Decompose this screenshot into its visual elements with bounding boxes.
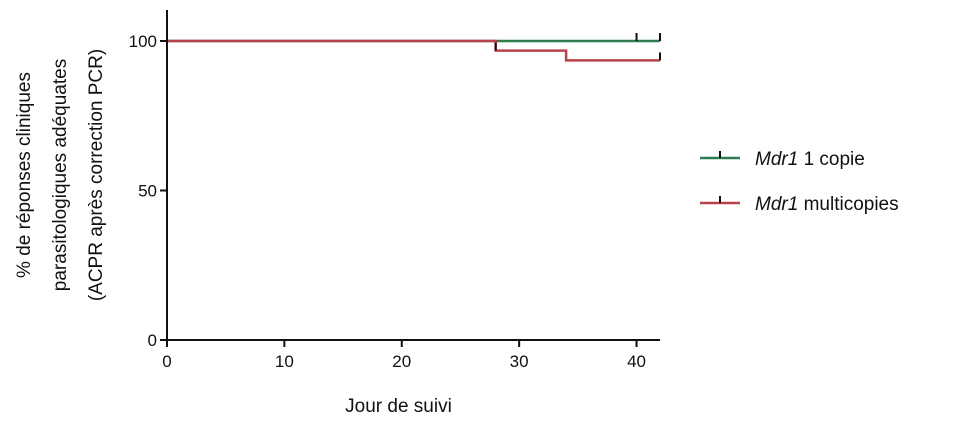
y-tick-label-0: 0 [148,331,157,350]
series-line-2 [167,39,660,62]
legend-label-2: Mdr1 multicopies [755,194,899,215]
x-axis-title: Jour de suivi [345,396,452,417]
y-axis-title-line-2: parasitologiques adéquates [50,59,71,291]
plot-area [167,33,661,62]
y-tick-label-50: 50 [138,182,157,201]
x-tick-label-40: 40 [627,352,646,371]
x-tick-label-10: 10 [275,352,294,371]
x-tick-label-0: 0 [162,352,171,371]
y-axis-title-line-3: (ACPR après correction PCR) [86,49,107,301]
legend-label-italic-2: Mdr1 [755,194,798,215]
legend-label-rest-2: multicopies [798,194,898,215]
legend-item-1: Mdr1 1 copie [700,149,865,170]
y-axis-title-line-1: % de réponses cliniques [14,72,35,278]
x-tick-label-30: 30 [510,352,529,371]
axes: 0 10 20 30 40 0 50 100 Jour de suivi % de réponse… [14,10,660,417]
x-tick-label-20: 20 [392,352,411,371]
legend-label-italic-1: Mdr1 [755,149,798,170]
legend-label-rest-1: 1 copie [798,149,865,170]
legend-item-2: Mdr1 multicopies [700,194,899,215]
y-tick-label-100: 100 [129,32,157,51]
legend-label-1: Mdr1 1 copie [755,149,865,170]
